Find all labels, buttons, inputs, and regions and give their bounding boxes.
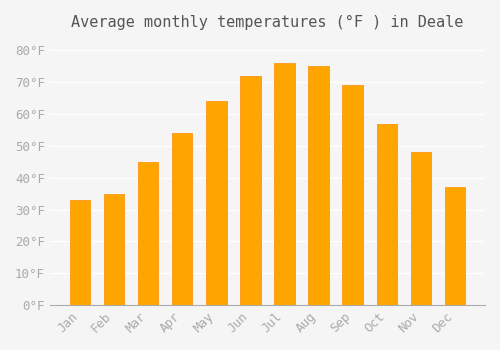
Bar — [445, 187, 465, 305]
Bar — [410, 152, 431, 305]
Bar — [70, 200, 90, 305]
Bar — [104, 194, 124, 305]
Bar — [274, 63, 294, 305]
Bar — [342, 85, 363, 305]
Bar — [308, 66, 329, 305]
Bar — [206, 102, 227, 305]
Bar — [240, 76, 260, 305]
Title: Average monthly temperatures (°F ) in Deale: Average monthly temperatures (°F ) in De… — [71, 15, 464, 30]
Bar — [138, 162, 158, 305]
Bar — [376, 124, 397, 305]
Bar — [172, 133, 193, 305]
